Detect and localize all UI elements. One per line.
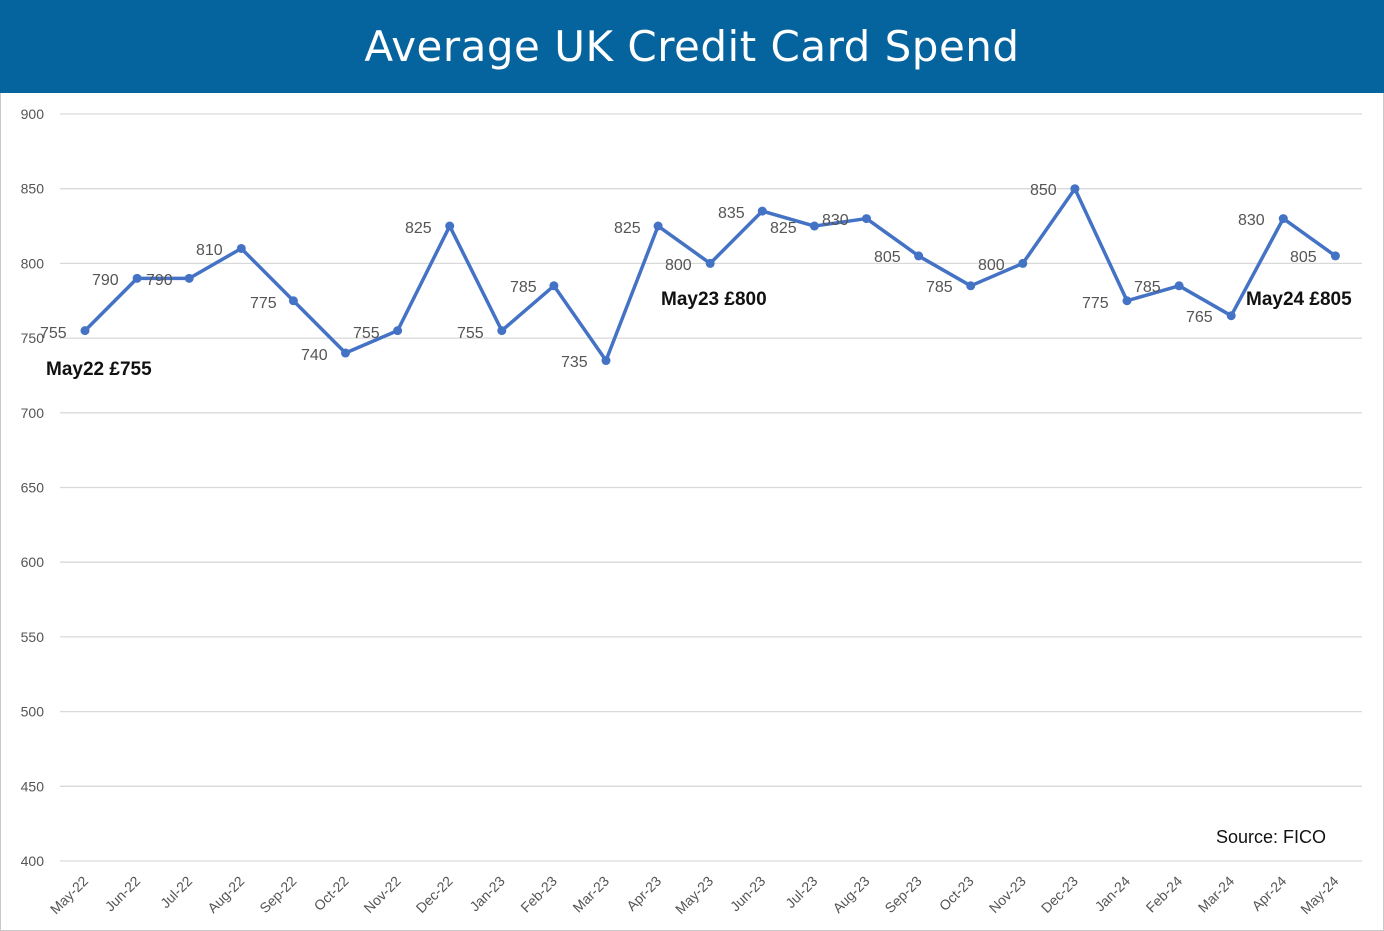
data-label: 775 — [250, 295, 277, 312]
x-tick-label: Dec-22 — [413, 873, 456, 916]
data-label: 830 — [822, 212, 849, 229]
x-tick-label: Nov-23 — [986, 873, 1029, 916]
x-tick-label: Jul-23 — [782, 873, 820, 911]
x-tick-label: Jun-23 — [727, 873, 769, 915]
y-tick-label: 850 — [21, 181, 45, 197]
data-label: 800 — [978, 257, 1005, 274]
y-tick-label: 450 — [21, 778, 45, 794]
x-tick-label: Oct-23 — [936, 873, 977, 914]
data-point — [705, 258, 715, 268]
y-tick-label: 650 — [21, 480, 45, 496]
data-label: 825 — [770, 220, 797, 237]
data-point — [80, 326, 90, 336]
x-tick-label: Jun-22 — [102, 873, 144, 915]
data-point — [445, 221, 455, 231]
x-tick-label: May-23 — [672, 873, 716, 917]
x-tick-label: Mar-24 — [1195, 873, 1238, 916]
data-point — [914, 251, 924, 261]
data-label: 790 — [146, 272, 173, 289]
data-point — [653, 221, 663, 231]
data-label: 740 — [301, 347, 328, 364]
x-tick-label: Oct-22 — [311, 873, 352, 914]
data-point — [341, 348, 350, 358]
data-label: 785 — [1134, 279, 1161, 296]
data-point — [1278, 214, 1288, 224]
y-tick-label: 900 — [21, 106, 45, 122]
y-tick-label: 400 — [21, 853, 45, 869]
x-tick-label: May-24 — [1297, 873, 1341, 917]
y-tick-label: 600 — [21, 554, 45, 570]
data-point — [497, 326, 507, 336]
data-point — [393, 326, 403, 336]
data-point — [601, 356, 611, 366]
annotation-label: May23 £800 — [661, 289, 767, 310]
data-label: 735 — [561, 354, 588, 371]
y-tick-label: 750 — [21, 330, 45, 346]
x-tick-label: May-22 — [47, 873, 91, 917]
data-point — [809, 221, 819, 231]
series-line — [83, 186, 1337, 363]
data-point — [862, 214, 871, 224]
data-label: 775 — [1082, 295, 1109, 312]
data-point — [966, 281, 976, 291]
data-label: 805 — [1290, 249, 1317, 266]
data-label: 825 — [405, 220, 432, 237]
data-point — [132, 273, 142, 283]
annotation-label: May22 £755 — [46, 359, 152, 380]
data-point — [1018, 258, 1028, 268]
data-label: 755 — [353, 325, 380, 342]
x-tick-label: Feb-23 — [517, 873, 560, 916]
x-tick-label: Apr-23 — [623, 873, 664, 914]
x-tick-label: Aug-22 — [204, 873, 247, 916]
data-point — [757, 206, 767, 216]
data-label: 790 — [92, 272, 119, 289]
data-point — [184, 273, 194, 283]
data-label: 810 — [196, 242, 223, 259]
x-tick-label: Jan-23 — [466, 873, 508, 915]
y-tick-label: 550 — [21, 629, 45, 645]
data-label: 755 — [40, 325, 67, 342]
data-label: 825 — [614, 220, 641, 237]
y-tick-label: 500 — [21, 704, 45, 720]
data-point — [1174, 281, 1184, 291]
x-tick-label: Dec-23 — [1038, 873, 1081, 916]
data-point — [1122, 296, 1132, 306]
source-note: Source: FICO — [1216, 827, 1327, 847]
x-tick-label: Feb-24 — [1143, 873, 1186, 916]
x-tick-label: Sep-23 — [881, 873, 924, 916]
chart-title: Average UK Credit Card Spend — [364, 22, 1020, 71]
data-point — [549, 281, 559, 291]
x-tick-label: Jan-24 — [1092, 873, 1134, 915]
data-label: 765 — [1186, 309, 1213, 326]
x-tick-label: Jul-22 — [157, 873, 195, 911]
data-point — [1226, 311, 1236, 321]
data-point — [1070, 184, 1080, 194]
data-label: 805 — [874, 249, 901, 266]
data-label: 800 — [665, 257, 692, 274]
data-label: 785 — [510, 279, 537, 296]
y-tick-label: 700 — [21, 405, 45, 421]
data-point — [236, 243, 246, 253]
data-point — [288, 296, 298, 306]
data-label: 830 — [1238, 212, 1265, 229]
data-label: 785 — [926, 279, 953, 296]
data-label: 755 — [457, 325, 484, 342]
data-label: 850 — [1030, 182, 1057, 199]
x-tick-label: Sep-22 — [256, 873, 299, 916]
data-label: 835 — [718, 205, 745, 222]
y-tick-label: 800 — [21, 255, 45, 271]
title-bar: Average UK Credit Card Spend — [0, 0, 1384, 93]
x-tick-label: Apr-24 — [1248, 873, 1289, 914]
x-tick-label: Nov-22 — [360, 873, 403, 916]
x-tick-label: Mar-23 — [569, 873, 612, 916]
annotation-label: May24 £805 — [1246, 289, 1352, 310]
x-tick-label: Aug-23 — [829, 873, 872, 916]
data-point — [1330, 251, 1340, 261]
